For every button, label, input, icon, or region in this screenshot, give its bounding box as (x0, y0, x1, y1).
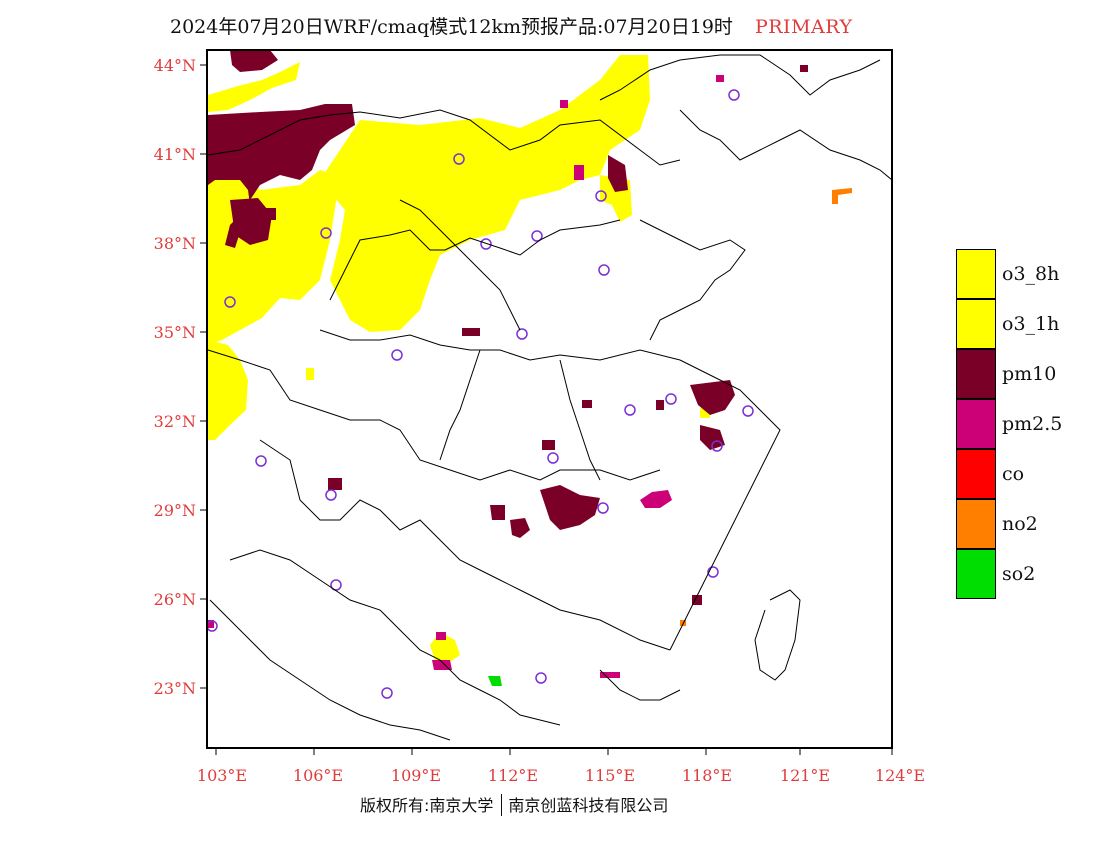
station-markers (206, 89, 754, 699)
lat-label-41: 41°N (154, 145, 196, 164)
so2-region (488, 676, 502, 686)
lat-label-44: 44°N (154, 56, 196, 75)
copyright-footer: 版权所有:南京大学 南京创蓝科技有限公司 (360, 792, 668, 816)
footer-divider (501, 794, 503, 816)
lon-label-112: 112°E (488, 766, 538, 785)
legend-swatch (956, 499, 996, 549)
legend-label: o3_8h (1002, 263, 1060, 285)
lat-label-26: 26°N (154, 590, 196, 609)
legend-swatch (956, 549, 996, 599)
province-boundaries (207, 54, 893, 741)
legend-label: so2 (1002, 563, 1036, 585)
copyright-left: 版权所有:南京大学 (360, 796, 494, 815)
lat-label-32: 32°N (154, 412, 196, 431)
lat-label-23: 23°N (154, 679, 196, 698)
lon-label-121: 121°E (780, 766, 830, 785)
longitude-labels: 103°E 106°E 109°E 112°E 115°E 118°E 121°… (197, 766, 925, 785)
map-title: 2024年07月20日WRF/cmaq模式12km预报产品:07月20日19时 … (170, 12, 853, 39)
legend-swatch (956, 449, 996, 499)
legend-label: o3_1h (1002, 313, 1060, 335)
copyright-right: 南京创蓝科技有限公司 (508, 796, 669, 815)
lat-label-29: 29°N (154, 501, 196, 520)
legend-swatch (956, 249, 996, 299)
lon-label-124: 124°E (875, 766, 925, 785)
lon-label-103: 103°E (197, 766, 247, 785)
lon-label-118: 118°E (682, 766, 732, 785)
legend-swatch (956, 349, 996, 399)
legend-swatch (956, 399, 996, 449)
legend-label: co (1002, 463, 1025, 485)
title-primary-tag: PRIMARY (754, 16, 853, 38)
legend-label: no2 (1002, 513, 1038, 535)
lon-label-106: 106°E (293, 766, 343, 785)
map-frame (206, 49, 893, 749)
lat-label-38: 38°N (154, 234, 196, 253)
legend-swatch (956, 299, 996, 349)
title-main: 2024年07月20日WRF/cmaq模式12km预报产品:07月20日19时 (170, 16, 733, 38)
pm25-region (208, 75, 724, 678)
lon-label-115: 115°E (585, 766, 635, 785)
latitude-labels: 44°N 41°N 38°N 35°N 32°N 29°N 26°N 23°N (154, 56, 196, 698)
legend-label: pm2.5 (1002, 413, 1063, 435)
legend-label: pm10 (1002, 363, 1057, 385)
lat-label-35: 35°N (154, 323, 196, 342)
axis-ticks (200, 64, 893, 755)
pm10-region (208, 50, 808, 605)
lon-label-109: 109°E (391, 766, 441, 785)
